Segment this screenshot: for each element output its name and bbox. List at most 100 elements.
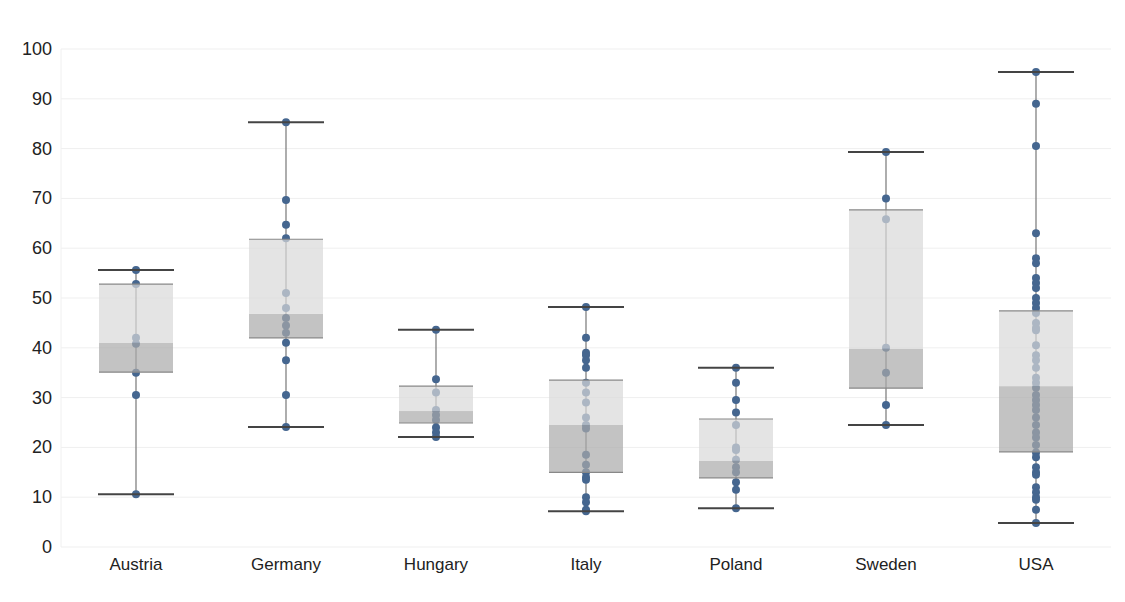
box-lower [249,314,323,338]
category-label: Germany [251,555,321,574]
box-lower [999,386,1073,452]
box-upper [399,386,473,411]
min-cap [998,522,1074,524]
data-point [432,375,440,383]
grid-line [61,148,1111,149]
data-point [132,391,140,399]
box-group [248,118,324,431]
q1-line [249,337,323,338]
data-point [282,391,290,399]
data-point [882,194,890,202]
grid-line [61,547,1111,548]
data-point [1032,471,1040,479]
box-upper [549,380,623,425]
q1-line [999,451,1073,452]
q1-line [99,372,173,373]
q3-line [999,310,1073,311]
data-point [582,334,590,342]
box-lower [699,461,773,478]
max-cap [698,367,774,369]
category-label: Sweden [855,555,916,574]
tick-label: 0 [42,537,52,557]
box-upper [99,284,173,343]
data-point [582,356,590,364]
min-cap [248,426,324,428]
data-point [582,476,590,484]
data-point [732,486,740,494]
data-point [282,339,290,347]
min-cap [398,436,474,438]
q1-line [549,472,623,473]
category-label: Italy [570,555,602,574]
grid-line [61,49,1111,50]
grid-line [61,198,1111,199]
box-upper [849,210,923,349]
tick-label: 20 [32,437,52,457]
q3-line [699,418,773,419]
q1-line [399,422,473,423]
data-point [732,379,740,387]
data-point [1032,259,1040,267]
data-point [282,356,290,364]
tick-label: 90 [32,89,52,109]
q3-line [549,380,623,381]
box-lower [399,411,473,423]
q3-line [399,386,473,387]
data-point [1032,142,1040,150]
box-lower [849,349,923,388]
box-group [998,68,1074,527]
q1-line [699,477,773,478]
box-group [548,303,624,515]
data-point [1032,100,1040,108]
box-group [848,148,924,429]
box-group [698,364,774,512]
min-cap [98,493,174,495]
box-group [98,266,174,498]
category-label: Poland [710,555,763,574]
data-point [1032,496,1040,504]
tick-label: 70 [32,188,52,208]
tick-label: 40 [32,338,52,358]
max-cap [98,269,174,271]
q3-line [849,209,923,210]
category-label: Austria [110,555,163,574]
min-cap [848,424,924,426]
box-upper [699,419,773,461]
axis-line [61,49,62,547]
category-label: USA [1019,555,1055,574]
max-cap [398,329,474,331]
data-point [582,364,590,372]
min-cap [548,510,624,512]
plot-area [98,68,1074,527]
data-point [1032,229,1040,237]
box-group [398,326,474,441]
data-point [1032,284,1040,292]
data-point [1032,453,1040,461]
min-cap [698,507,774,509]
category-label: Hungary [404,555,469,574]
grid-line [61,98,1111,99]
data-point [882,401,890,409]
data-point [282,196,290,204]
q3-line [249,239,323,240]
data-point [732,478,740,486]
box-lower [549,425,623,472]
max-cap [848,151,924,153]
box-lower [99,343,173,372]
tick-label: 100 [22,39,52,59]
max-cap [248,121,324,123]
q1-line [849,388,923,389]
max-cap [548,306,624,308]
data-point [732,396,740,404]
q3-line [99,283,173,284]
x-axis: Austria Germany Hungary Italy Poland Sweden US… [110,555,1055,574]
data-point [732,409,740,417]
chart: 0102030405060708090100AustriaGermanyHung… [0,0,1125,602]
tick-label: 60 [32,238,52,258]
tick-label: 30 [32,388,52,408]
box-upper [249,239,323,314]
tick-label: 80 [32,139,52,159]
data-point [1032,506,1040,514]
grid-line [61,298,1111,299]
data-point [582,498,590,506]
